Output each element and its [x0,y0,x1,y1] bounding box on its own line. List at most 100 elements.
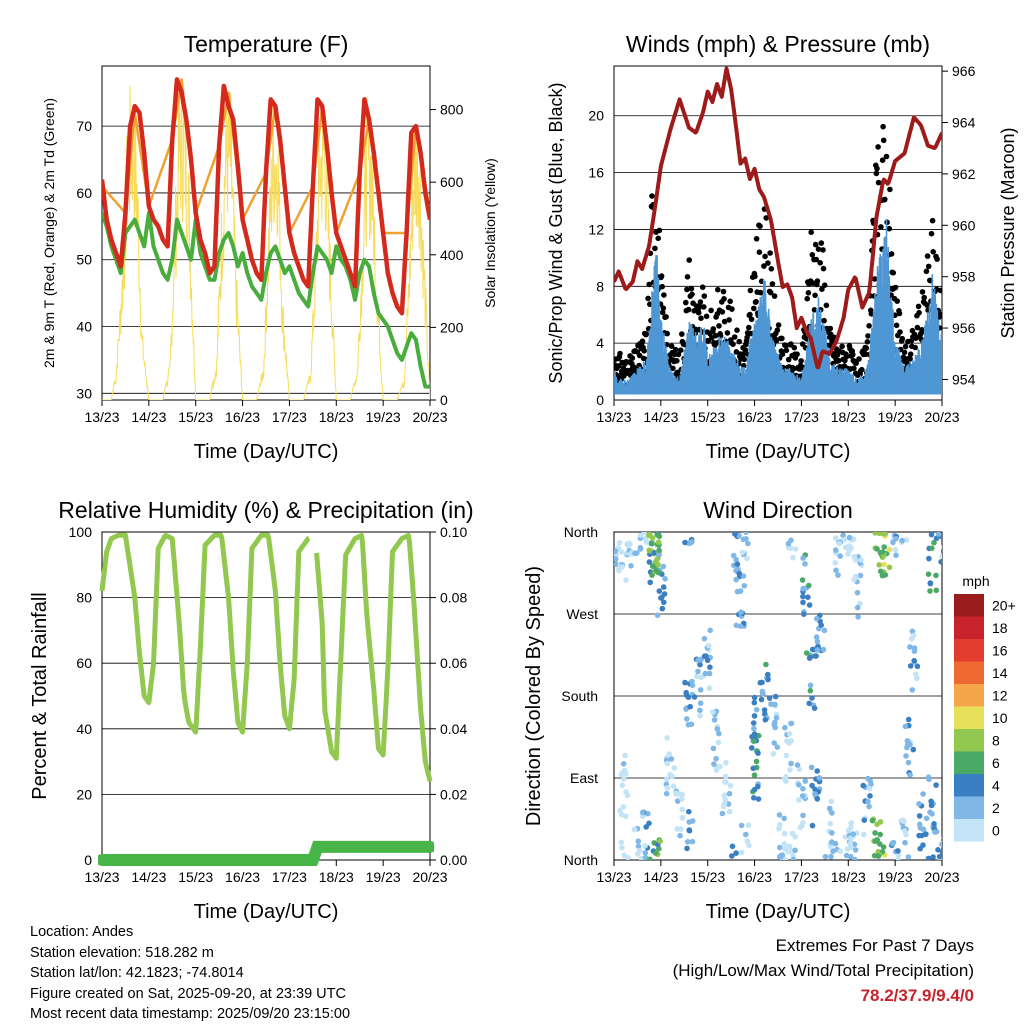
direction-point [736,570,743,577]
direction-point [932,829,938,835]
direction-point [686,808,692,815]
direction-point [907,663,914,669]
gust-point [659,309,666,316]
direction-point [828,798,835,805]
direction-point [706,670,713,677]
direction-point [821,627,828,634]
gust-point [647,301,653,308]
direction-point [647,579,653,586]
direction-point [911,645,918,651]
direction-point [706,685,713,691]
x-tick-label: 18/23 [831,869,866,885]
direction-point [721,792,728,799]
direction-point [895,856,901,860]
direction-point [813,615,820,622]
direction-point [800,812,806,819]
direction-point [905,854,912,860]
y-tick-label: East [570,770,598,786]
direction-point [646,547,652,554]
gust-point [668,343,675,350]
direction-point [649,540,655,547]
direction-point [618,839,625,846]
gust-point [660,305,667,312]
direction-point [768,701,774,707]
direction-point [729,853,735,859]
direction-point [746,842,752,849]
direction-point [626,540,632,547]
direction-point [788,738,794,744]
direction-point [917,825,924,831]
x-tick-label: 19/23 [366,869,401,885]
direction-point [903,831,909,838]
direction-point [656,588,663,594]
direction-point [738,609,744,615]
direction-point [860,782,866,789]
direction-point [695,668,701,675]
direction-point [625,854,631,860]
direction-point [917,845,923,852]
direction-point [643,539,650,545]
direction-point [733,556,739,563]
direction-point [697,700,704,706]
gust-point [747,287,754,294]
direction-point [816,775,823,781]
panel-1: Temperature (F) 13/23 14/23 15/23 16/23 17/23… [41,31,498,463]
direction-point [936,853,942,860]
gust-point [639,338,646,345]
gust-point [685,306,692,313]
direction-point [711,717,718,723]
direction-point [874,821,880,827]
direction-point [806,700,812,707]
direction-point [800,599,806,606]
direction-point [879,549,886,555]
gust-point [929,217,936,224]
direction-point [751,795,757,801]
direction-point [741,583,748,589]
direction-point [796,797,802,803]
direction-point [684,845,690,852]
direction-point [928,798,934,805]
direction-point [685,721,692,728]
elevation-text: Station elevation: 518.282 m [30,944,214,961]
direction-point [771,722,778,728]
y-tick-label: 20 [588,108,604,124]
gust-point [775,322,782,328]
direction-point [674,798,681,804]
x-tick-label: 18/23 [319,409,354,425]
direction-point [624,792,631,799]
direction-point [933,782,939,788]
direction-point [619,564,625,570]
gust-point [741,356,748,363]
direction-point [634,851,641,857]
dewpoint-2m-line [102,211,430,389]
gust-point [901,349,908,356]
direction-point [697,661,703,668]
direction-point [697,707,703,714]
direction-point [697,713,703,719]
colorbar-swatch [954,751,984,774]
direction-point [744,555,750,562]
direction-point [733,850,739,856]
gust-point [820,265,827,272]
y-right-tick-label: 964 [952,115,976,131]
gust-point [746,324,752,331]
x-tick-label: 13/23 [596,409,631,425]
colorbar-swatch [954,774,984,797]
direction-point [899,537,905,544]
chart-title: Winds (mph) & Pressure (mb) [626,31,930,57]
direction-point [827,821,834,827]
gust-point [779,351,786,358]
direction-point [760,690,766,697]
direction-point [704,657,711,664]
y-right-axis-label: Station Pressure (Maroon) [998,127,1018,338]
direction-point [806,582,812,589]
direction-point [886,564,893,571]
gust-point [923,268,930,275]
direction-series-group [614,532,942,860]
gust-point [719,309,726,315]
direction-point [707,627,713,634]
direction-point [740,536,747,543]
gust-point [659,283,665,290]
humidity-line [99,532,433,782]
gust-point [715,286,721,293]
